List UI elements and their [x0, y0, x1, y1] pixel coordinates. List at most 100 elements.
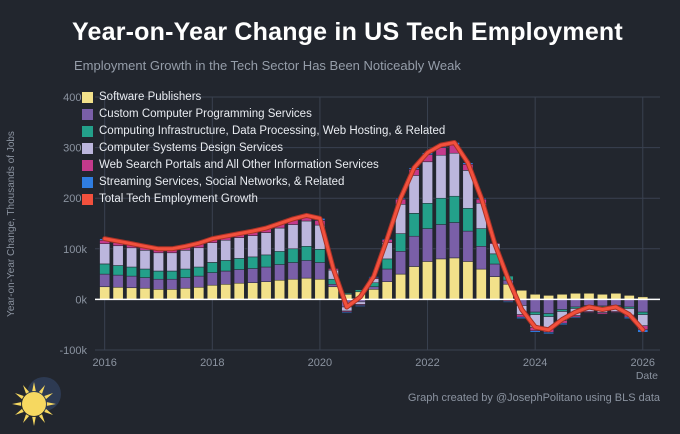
bar-segment [556, 309, 568, 312]
sun-ray [38, 384, 45, 394]
bar-segment [112, 265, 124, 276]
bar-segment [112, 287, 124, 300]
bar-segment [220, 283, 232, 300]
bar-segment [301, 220, 312, 247]
bar-segment [274, 227, 285, 252]
bar-segment [610, 312, 622, 314]
sun-ray [14, 408, 24, 415]
bar-segment [260, 266, 272, 282]
bar-segment [247, 256, 259, 269]
bar-segment [489, 263, 501, 277]
legend-item-systems-design[interactable]: Computer Systems Design Services [82, 142, 445, 154]
x-tick-label: 2022 [415, 357, 439, 369]
bar-segment [422, 203, 433, 229]
bar-segment [180, 250, 191, 270]
bar-segment [462, 208, 474, 232]
bar-segment [193, 275, 205, 288]
legend-label: Streaming Services, Social Networks, & R… [99, 176, 345, 188]
bar-segment [354, 305, 366, 307]
bar-segment [543, 299, 554, 314]
bar-segment [233, 258, 245, 270]
y-axis-title: Year-on-Year Change, Thousands of Jobs [6, 131, 17, 317]
legend-item-total-line[interactable]: Total Tech Employment Growth [82, 193, 445, 205]
bar-segment [597, 294, 608, 300]
bar-segment [99, 263, 111, 275]
y-tick-label: 400k [63, 92, 87, 104]
bar-segment [449, 152, 460, 197]
bar-segment [435, 224, 447, 260]
sun-ray [32, 416, 36, 426]
bar-segment [314, 249, 326, 263]
bar-segment [99, 286, 111, 300]
legend-item-software-publishers[interactable]: Software Publishers [82, 91, 445, 103]
legend-swatch [82, 193, 93, 205]
bar-segment [637, 311, 649, 315]
bar-segment [153, 252, 164, 272]
bar-segment [220, 270, 232, 285]
bar-segment [206, 284, 218, 300]
bar-segment [529, 311, 541, 315]
bar-segment [112, 274, 124, 288]
bar-segment [529, 294, 541, 300]
legend: Software Publishers Custom Computer Prog… [82, 91, 445, 205]
legend-swatch [82, 125, 93, 137]
bar-segment [301, 277, 312, 300]
sun-ray [23, 384, 30, 394]
legend-item-custom-programming[interactable]: Custom Computer Programming Services [82, 108, 445, 120]
x-tick-label: 2016 [92, 357, 116, 369]
bar-segment [247, 235, 259, 258]
legend-label: Computing Infrastructure, Data Processin… [99, 125, 446, 137]
chart-title: Year-on-Year Change in US Tech Employmen… [72, 18, 623, 46]
bar-segment [475, 268, 487, 300]
bar-segment [260, 254, 272, 268]
bar-segment [637, 299, 649, 313]
bar-segment [422, 228, 433, 262]
bar-segment [206, 262, 218, 273]
bar-segment [260, 232, 272, 256]
bar-segment [408, 213, 420, 237]
x-tick-label: 2020 [308, 357, 332, 369]
bar-segment [395, 251, 406, 275]
legend-label: Total Tech Employment Growth [99, 193, 258, 205]
legend-label: Computer Systems Design Services [99, 142, 284, 154]
bar-segment [368, 286, 380, 290]
y-tick-label: 100k [63, 244, 87, 256]
sun-icon [22, 392, 46, 416]
bar-segment [462, 261, 474, 300]
y-tick-label: -100k [59, 345, 87, 357]
sun-logo [12, 377, 61, 426]
bar-segment [99, 243, 111, 265]
bar-segment [381, 281, 393, 300]
legend-item-web-search-portals[interactable]: Web Search Portals and All Other Informa… [82, 159, 445, 171]
bar-segment [139, 250, 151, 270]
bar-segment [166, 278, 178, 290]
bar-segment [153, 278, 164, 290]
bar-segment [583, 312, 595, 314]
sun-ray [23, 414, 30, 424]
bar-segment [260, 281, 272, 300]
bar-segment [233, 269, 245, 284]
sun-ray [38, 414, 45, 424]
legend-item-streaming[interactable]: Streaming Services, Social Networks, & R… [82, 176, 445, 188]
bar-segment [126, 287, 137, 300]
bar-segment [126, 247, 137, 268]
bar-segment [126, 266, 137, 277]
chart-subtitle: Employment Growth in the Tech Sector Has… [74, 58, 461, 73]
bar-segment [529, 330, 541, 333]
bar-segment [314, 262, 326, 280]
bar-segment [193, 287, 205, 300]
bar-segment [166, 289, 178, 300]
legend-item-computing-infrastructure[interactable]: Computing Infrastructure, Data Processin… [82, 125, 445, 137]
bar-segment [328, 286, 339, 300]
bar-segment [139, 277, 151, 289]
bar-segment [153, 289, 164, 300]
legend-swatch [82, 159, 93, 171]
x-tick-label: 2026 [631, 357, 655, 369]
legend-swatch [82, 108, 93, 120]
y-tick-label: 200k [63, 193, 87, 205]
y-tick-label: 300k [63, 143, 87, 155]
bar-segment [206, 272, 218, 286]
bar-segment [449, 195, 460, 223]
bar-segment [220, 239, 232, 261]
